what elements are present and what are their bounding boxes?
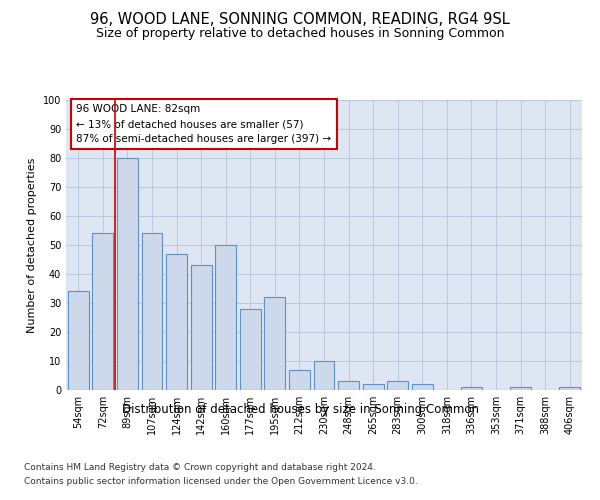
- Bar: [215, 245, 236, 390]
- Text: Contains HM Land Registry data © Crown copyright and database right 2024.: Contains HM Land Registry data © Crown c…: [24, 464, 376, 472]
- Text: Distribution of detached houses by size in Sonning Common: Distribution of detached houses by size …: [121, 402, 479, 415]
- Y-axis label: Number of detached properties: Number of detached properties: [27, 158, 37, 332]
- Text: Size of property relative to detached houses in Sonning Common: Size of property relative to detached ho…: [96, 28, 504, 40]
- Bar: [142, 234, 163, 390]
- Text: 96 WOOD LANE: 82sqm
← 13% of detached houses are smaller (57)
87% of semi-detach: 96 WOOD LANE: 82sqm ← 13% of detached ho…: [76, 104, 331, 144]
- Bar: [461, 387, 482, 390]
- Bar: [240, 309, 261, 390]
- Bar: [387, 382, 408, 390]
- Bar: [68, 292, 89, 390]
- Bar: [338, 382, 359, 390]
- Bar: [362, 384, 383, 390]
- Text: Contains public sector information licensed under the Open Government Licence v3: Contains public sector information licen…: [24, 477, 418, 486]
- Bar: [510, 387, 531, 390]
- Bar: [92, 234, 113, 390]
- Bar: [289, 370, 310, 390]
- Bar: [166, 254, 187, 390]
- Bar: [117, 158, 138, 390]
- Bar: [265, 297, 286, 390]
- Bar: [314, 361, 334, 390]
- Bar: [412, 384, 433, 390]
- Text: 96, WOOD LANE, SONNING COMMON, READING, RG4 9SL: 96, WOOD LANE, SONNING COMMON, READING, …: [90, 12, 510, 28]
- Bar: [559, 387, 580, 390]
- Bar: [191, 266, 212, 390]
